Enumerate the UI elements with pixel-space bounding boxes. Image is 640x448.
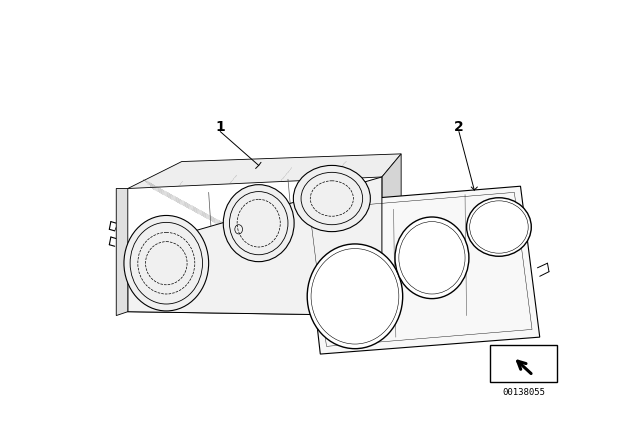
Text: 2: 2 [454,120,464,134]
Bar [490,345,557,382]
Ellipse shape [307,244,403,349]
Ellipse shape [293,165,371,232]
Ellipse shape [124,215,209,311]
Ellipse shape [223,185,294,262]
Polygon shape [303,186,540,354]
Text: 00138055: 00138055 [502,388,545,397]
Polygon shape [116,189,128,315]
Polygon shape [128,154,401,189]
Text: 1: 1 [215,120,225,134]
Ellipse shape [395,217,469,299]
Polygon shape [382,154,401,315]
Ellipse shape [467,198,531,256]
Polygon shape [128,177,382,315]
